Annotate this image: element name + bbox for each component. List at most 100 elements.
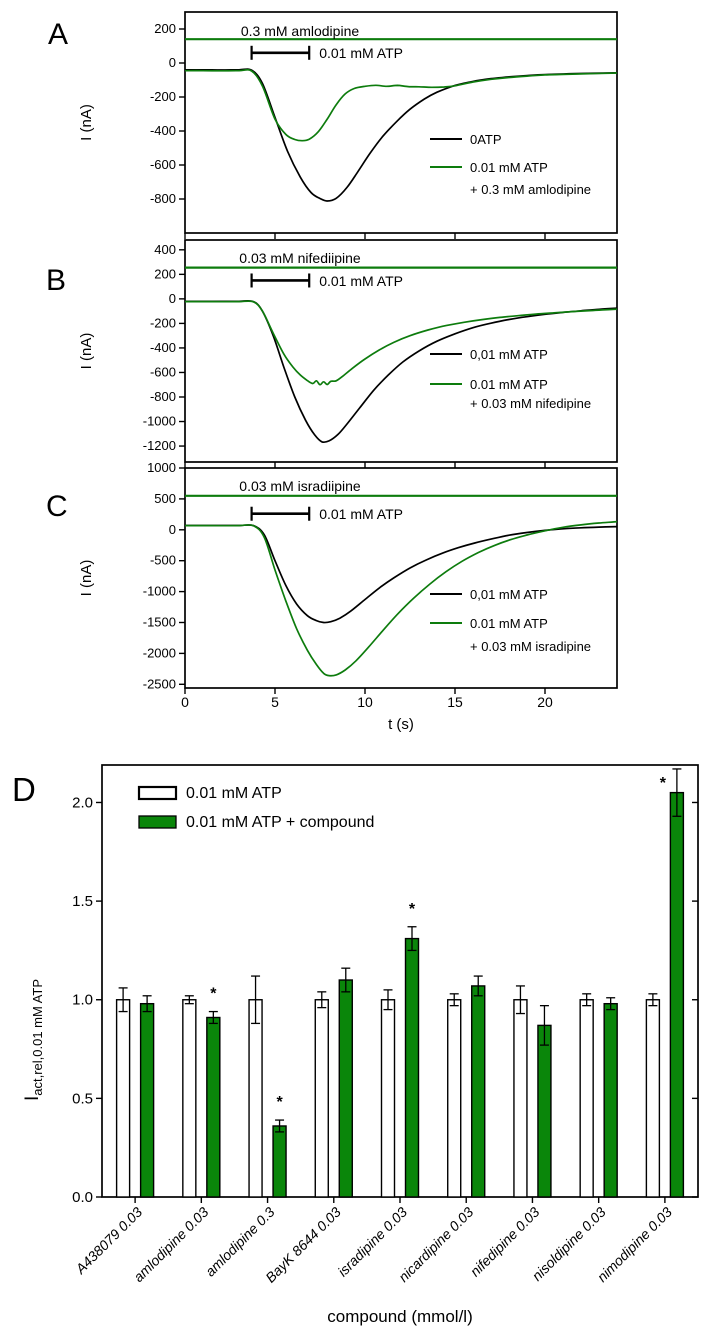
- y-tick-label: -800: [150, 389, 176, 404]
- y-tick-label: 500: [154, 491, 176, 506]
- bar-white: [447, 999, 462, 1198]
- atp-bar-label: 0.01 mM ATP: [319, 506, 403, 522]
- y-axis-label: I (nA): [78, 104, 95, 141]
- legend-label: 0,01 mM ATP: [470, 587, 548, 602]
- y-tick-label: 200: [154, 21, 176, 36]
- x-tick-label: 5: [271, 694, 279, 710]
- panel-c: C 1000 500 0 -500 -1000 -1500 -2000 -2500 I (nA) 0…: [46, 460, 618, 694]
- panel-a: A 200 0 -200 -400 -600 -800 I (nA) 0.3 mM amlodi…: [48, 11, 618, 239]
- legend-label: 0,01 mM ATP: [470, 347, 548, 362]
- y-tick-label: -2500: [143, 676, 176, 691]
- bar-white: [380, 999, 396, 1198]
- y-axis-label: Iact,rel,0.01 mM ATP: [22, 979, 45, 1101]
- bar-white: [645, 999, 661, 1198]
- x-tick-label: 0: [181, 694, 189, 710]
- x-axis-label: compound (mmol/l): [327, 1307, 473, 1326]
- y-tick-label: -1500: [143, 614, 176, 629]
- significance-star: *: [210, 986, 217, 1003]
- y-tick-label: 0: [169, 522, 176, 537]
- significance-star: *: [276, 1094, 283, 1111]
- bar-green: [471, 985, 486, 1198]
- legend-label: 0ATP: [470, 132, 502, 147]
- x-tick-label: 10: [357, 694, 373, 710]
- y-tick-label: -500: [150, 553, 176, 568]
- x-axis-label: t (s): [388, 716, 414, 733]
- bar-green: [338, 979, 353, 1198]
- legend-swatch-white: [137, 785, 178, 801]
- bar-white: [115, 999, 131, 1198]
- legend-label: + 0.3 mM amlodipine: [470, 182, 591, 197]
- bar-white: [579, 999, 594, 1198]
- bar-green: [272, 1125, 287, 1198]
- panel-letter-d: D: [12, 771, 36, 808]
- compound-label: 0.3 mM amlodipine: [241, 23, 359, 39]
- compound-label: 0.03 mM isradiipine: [239, 478, 361, 494]
- y-tick-label: 1.0: [72, 992, 93, 1009]
- trace-green: [184, 520, 618, 677]
- y-tick-label: 0.0: [72, 1189, 93, 1206]
- y-tick-label: 200: [154, 266, 176, 281]
- legend-label: + 0.03 mM isradipine: [470, 639, 591, 654]
- y-tick-label: 400: [154, 242, 176, 257]
- legend-label: 0.01 mM ATP: [186, 785, 282, 802]
- plot-box: [184, 11, 618, 234]
- legend-label: + 0.03 mM nifedipine: [470, 396, 591, 411]
- legend-label: 0.01 mM ATP + compound: [186, 814, 374, 831]
- y-tick-label: 1000: [147, 460, 176, 475]
- y-tick-label: -1000: [143, 584, 176, 599]
- y-tick-label: 2.0: [72, 794, 93, 811]
- significance-star: *: [409, 901, 416, 918]
- trace-green: [185, 300, 618, 386]
- plot-box: [184, 239, 618, 463]
- y-tick-label: 0: [169, 55, 176, 70]
- bar-green: [404, 937, 420, 1198]
- y-tick-label: -800: [150, 191, 176, 206]
- legend-label: 0.01 mM ATP: [470, 616, 548, 631]
- bar-white: [314, 999, 329, 1198]
- y-tick-label: -200: [150, 315, 176, 330]
- atp-bar-label: 0.01 mM ATP: [319, 273, 403, 289]
- y-axis-label-main: I: [22, 1096, 43, 1101]
- significance-star: *: [660, 775, 667, 792]
- trace-black: [184, 524, 618, 624]
- atp-bar-label: 0.01 mM ATP: [319, 45, 403, 61]
- plot-box: [184, 467, 618, 689]
- y-axis-label: I (nA): [78, 333, 95, 370]
- legend-label: 0.01 mM ATP: [470, 377, 548, 392]
- bar-green: [206, 1016, 221, 1198]
- y-tick-label: 1.5: [72, 893, 93, 910]
- y-tick-label: -400: [150, 340, 176, 355]
- panel-letter-a: A: [48, 18, 68, 51]
- y-tick-label: -600: [150, 364, 176, 379]
- x-tick-label: 20: [537, 694, 553, 710]
- bar-green: [537, 1024, 552, 1198]
- bar-white: [513, 999, 528, 1198]
- legend-swatch-green: [138, 815, 177, 829]
- y-axis-label: I (nA): [78, 560, 95, 597]
- y-tick-label: -1000: [143, 414, 176, 429]
- y-tick-label: -600: [150, 157, 176, 172]
- y-axis-label-sub: act,rel,0.01 mM ATP: [30, 979, 45, 1096]
- compound-label: 0.03 mM nifediipine: [239, 250, 361, 266]
- legend-label: 0.01 mM ATP: [470, 160, 548, 175]
- trace-green: [184, 68, 618, 142]
- panel-letter-c: C: [46, 490, 68, 523]
- panel-b: B 400 200 0 -200 -400 -600 -800 -1000 -1200 I (nA)…: [46, 239, 618, 468]
- bar-green: [139, 1002, 155, 1198]
- bar-green: [603, 1002, 618, 1198]
- y-tick-label: -1200: [143, 438, 176, 453]
- bar-green: [669, 791, 685, 1198]
- bar-white: [248, 999, 263, 1198]
- y-tick-label: -200: [150, 89, 176, 104]
- time-axis: 0 5 10 15 20 t (s): [181, 694, 553, 733]
- bar-white: [182, 999, 197, 1198]
- x-tick-label: 15: [447, 694, 463, 710]
- panel-letter-b: B: [46, 264, 66, 297]
- y-tick-label: 0: [169, 291, 176, 306]
- y-tick-label: -400: [150, 123, 176, 138]
- y-tick-label: -2000: [143, 645, 176, 660]
- y-tick-label: 0.5: [72, 1090, 93, 1107]
